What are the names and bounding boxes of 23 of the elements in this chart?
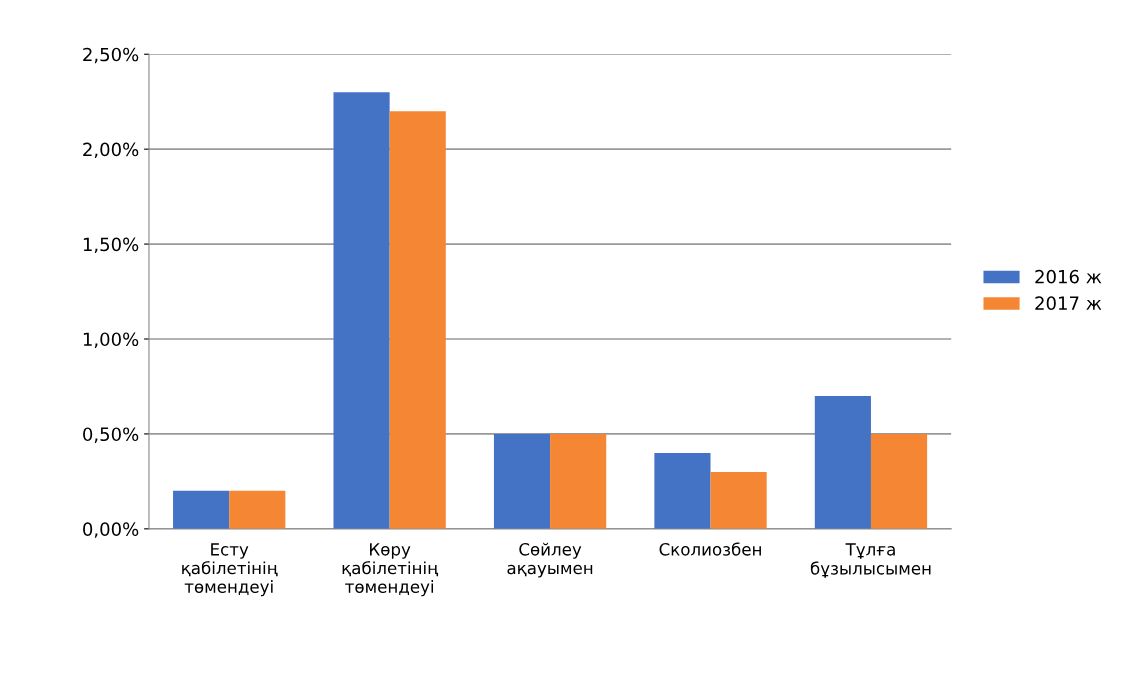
bar [389,111,446,529]
y-tick-label: 0,50% [83,427,139,443]
y-tick-label: 0,00% [83,522,139,538]
x-tick-label: Есту қабілетінің төмендеуі [182,543,278,597]
y-tick-label: 2,00% [83,142,139,159]
y-tick-label: 2,50% [83,47,139,64]
x-tick-label: Сколиозбен [659,542,761,556]
bar [229,490,286,529]
y-tick-label: 1,00% [83,332,139,348]
bar [654,452,711,529]
bar [173,490,230,529]
bar [333,92,390,529]
x-tick-label: Көру қабілетінің төмендеуі [342,543,439,597]
bar [814,395,871,529]
x-tick-label: Сөйлеу ақауымен [507,542,593,578]
bar [870,433,928,529]
y-tick-label: 1,50% [83,237,139,254]
legend-label: 2017 ж [1035,296,1102,311]
legend-label: 2016 ж [1035,269,1102,284]
bar [493,433,551,529]
x-tick-label: Тұлға бұзылысымен [810,543,931,578]
bar [550,433,607,529]
bar [710,471,767,529]
